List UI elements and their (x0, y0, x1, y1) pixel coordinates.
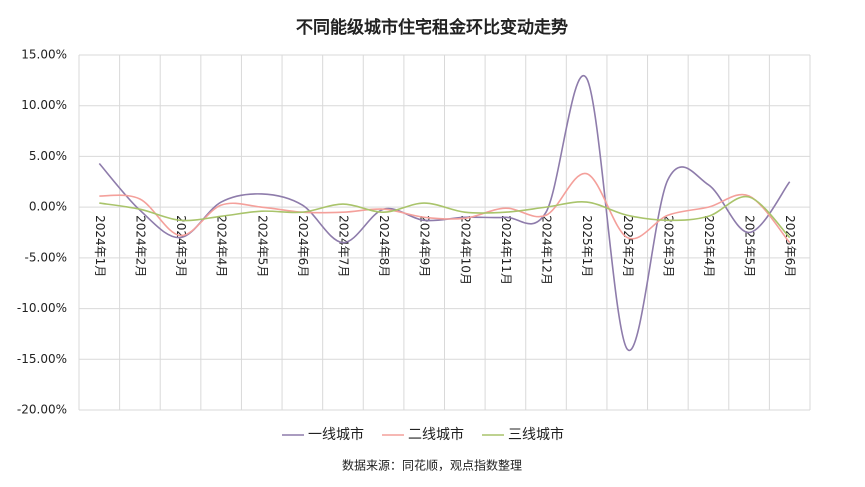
series-line (98, 74, 791, 352)
x-tick-label: 2024年8月 (377, 215, 391, 277)
y-tick-label: 15.00% (21, 48, 67, 62)
x-tick-label: 2024年1月 (93, 215, 107, 277)
x-tick-label: 2025年6月 (783, 215, 797, 277)
x-tick-label: 2025年2月 (621, 215, 635, 277)
series-line (99, 172, 791, 244)
x-tick-label: 2024年12月 (540, 215, 554, 285)
chart-title: 不同能级城市住宅租金环比变动走势 (296, 17, 568, 38)
y-tick-label: -5.00% (25, 250, 67, 264)
y-tick-label: 0.00% (29, 200, 67, 214)
y-tick-label: -10.00% (17, 301, 67, 315)
x-tick-label: 2025年1月 (580, 215, 594, 277)
x-tick-label: 2025年3月 (661, 215, 675, 277)
y-tick-label: 10.00% (21, 98, 67, 112)
x-tick-label: 2024年5月 (255, 215, 269, 277)
x-tick-label: 2024年6月 (296, 215, 310, 277)
series-line (99, 195, 791, 239)
x-tick-label: 2024年2月 (133, 215, 147, 277)
legend-label: 一线城市 (308, 426, 364, 443)
x-tick-label: 2024年10月 (458, 215, 472, 285)
y-tick-label: -15.00% (17, 352, 67, 366)
x-tick-label: 2024年7月 (336, 215, 350, 277)
y-tick-label: -20.00% (17, 403, 67, 417)
legend-label: 二线城市 (408, 426, 464, 443)
x-tick-label: 2025年5月 (743, 215, 757, 277)
x-tick-label: 2025年4月 (702, 215, 716, 277)
y-tick-label: 5.00% (29, 149, 67, 163)
x-tick-label: 2024年4月 (215, 215, 229, 277)
x-tick-label: 2024年9月 (418, 215, 432, 277)
x-tick-label: 2024年3月 (174, 215, 188, 277)
x-tick-label: 2024年11月 (499, 215, 513, 285)
source-note: 数据来源：同花顺，观点指数整理 (342, 458, 522, 473)
legend-label: 三线城市 (508, 426, 564, 443)
